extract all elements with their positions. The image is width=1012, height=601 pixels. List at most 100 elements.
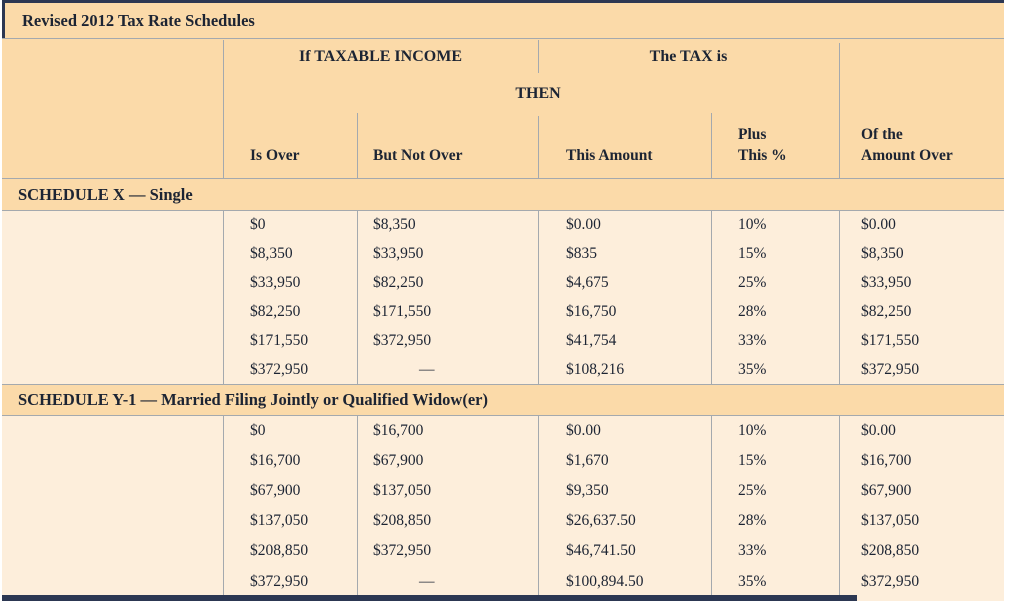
column-header-plus-line2: This % [738, 147, 787, 164]
cell-this-amount: $0.00 [566, 216, 601, 234]
column-header-plus-this-pct: Plus This % [738, 124, 787, 166]
cell-plus-pct: 28% [738, 512, 767, 530]
cell-this-amount: $108,216 [566, 360, 625, 378]
header-divider [538, 116, 539, 179]
then-label: THEN [515, 85, 561, 102]
column-divider [711, 416, 712, 601]
column-header-over-line1: Of the [861, 126, 903, 143]
header-divider [711, 113, 712, 179]
section-header-schedule-x: SCHEDULE X — Single [2, 178, 1004, 211]
column-header-plus-line1: Plus [738, 126, 767, 143]
section-header-schedule-y1: SCHEDULE Y-1 — Married Filing Jointly or… [2, 384, 1004, 416]
cell-but-not-over: — [419, 572, 435, 590]
cell-this-amount: $835 [566, 245, 597, 263]
column-divider [839, 211, 840, 384]
column-divider [538, 211, 539, 384]
table-row: $16,700 $67,900 $1,670 15% $16,700 [2, 446, 1004, 476]
cell-is-over: $0 [250, 422, 266, 440]
schedule-x-rows: $0 $8,350 $0.00 10% $0.00 $8,350 $33,950 $835 15… [2, 211, 1004, 384]
table-header: If TAXABLE INCOME The TAX is THEN Is Ove… [2, 38, 1004, 179]
cell-is-over: $33,950 [250, 274, 301, 292]
cell-plus-pct: 35% [738, 572, 767, 590]
cell-but-not-over: $8,350 [373, 216, 416, 234]
cell-amount-over: $171,550 [861, 331, 920, 349]
cell-this-amount: $1,670 [566, 452, 609, 470]
column-header-is-over: Is Over [250, 147, 300, 164]
cell-plus-pct: 33% [738, 542, 767, 560]
cell-plus-pct: 10% [738, 216, 767, 234]
cell-but-not-over: $171,550 [373, 302, 432, 320]
cell-amount-over: $16,700 [861, 452, 912, 470]
table-row: $372,950 — $108,216 35% $372,950 [2, 355, 1004, 384]
cell-this-amount: $9,350 [566, 482, 609, 500]
header-divider [357, 113, 358, 179]
cell-but-not-over: — [419, 360, 435, 378]
header-divider [839, 43, 840, 179]
column-divider [223, 211, 224, 384]
group-header-taxable-income: If TAXABLE INCOME [299, 48, 462, 65]
table-bottom-rule [2, 595, 857, 601]
cell-amount-over: $372,950 [861, 572, 920, 590]
cell-plus-pct: 15% [738, 245, 767, 263]
column-header-but-not-over: But Not Over [373, 147, 463, 164]
schedule-y1-rows: $0 $16,700 $0.00 10% $0.00 $16,700 $67,900 $1,6… [2, 416, 1004, 601]
table-row: $8,350 $33,950 $835 15% $8,350 [2, 240, 1004, 269]
cell-plus-pct: 28% [738, 302, 767, 320]
cell-is-over: $8,350 [250, 245, 293, 263]
cell-but-not-over: $67,900 [373, 452, 424, 470]
cell-this-amount: $0.00 [566, 422, 601, 440]
header-divider [538, 40, 539, 73]
cell-is-over: $137,050 [250, 512, 309, 530]
column-header-this-amount: This Amount [566, 147, 653, 164]
section-label: SCHEDULE X — Single [18, 184, 193, 204]
cell-this-amount: $46,741.50 [566, 542, 636, 560]
page-title: Revised 2012 Tax Rate Schedules [22, 10, 255, 30]
column-divider [839, 416, 840, 601]
cell-amount-over: $208,850 [861, 542, 920, 560]
cell-but-not-over: $137,050 [373, 482, 432, 500]
section-label: SCHEDULE Y-1 — Married Filing Jointly or… [18, 390, 488, 409]
cell-amount-over: $0.00 [861, 422, 896, 440]
table-row: $372,950 — $100,894.50 35% $372,950 [2, 566, 1004, 596]
cell-plus-pct: 25% [738, 482, 767, 500]
cell-but-not-over: $16,700 [373, 422, 424, 440]
cell-but-not-over: $208,850 [373, 512, 432, 530]
column-divider [711, 211, 712, 384]
cell-amount-over: $372,950 [861, 360, 920, 378]
cell-this-amount: $100,894.50 [566, 572, 644, 590]
cell-but-not-over: $82,250 [373, 274, 424, 292]
column-divider [223, 416, 224, 601]
cell-but-not-over: $372,950 [373, 331, 432, 349]
header-divider [223, 40, 224, 179]
cell-amount-over: $33,950 [861, 274, 912, 292]
table-row: $33,950 $82,250 $4,675 25% $33,950 [2, 269, 1004, 298]
cell-is-over: $208,850 [250, 542, 309, 560]
cell-is-over: $372,950 [250, 360, 309, 378]
cell-this-amount: $41,754 [566, 331, 617, 349]
cell-this-amount: $26,637.50 [566, 512, 636, 530]
cell-is-over: $0 [250, 216, 266, 234]
table-title-row: Revised 2012 Tax Rate Schedules [2, 3, 1004, 38]
cell-plus-pct: 35% [738, 360, 767, 378]
cell-but-not-over: $372,950 [373, 542, 432, 560]
cell-this-amount: $4,675 [566, 274, 609, 292]
column-header-over-line2: Amount Over [861, 147, 953, 164]
cell-this-amount: $16,750 [566, 302, 617, 320]
cell-plus-pct: 25% [738, 274, 767, 292]
table-top-rule [2, 0, 1004, 3]
cell-amount-over: $8,350 [861, 245, 904, 263]
cell-is-over: $171,550 [250, 331, 309, 349]
cell-amount-over: $137,050 [861, 512, 920, 530]
table-row: $82,250 $171,550 $16,750 28% $82,250 [2, 297, 1004, 326]
cell-is-over: $16,700 [250, 452, 301, 470]
cell-is-over: $82,250 [250, 302, 301, 320]
cell-amount-over: $67,900 [861, 482, 912, 500]
cell-is-over: $372,950 [250, 572, 309, 590]
cell-but-not-over: $33,950 [373, 245, 424, 263]
cell-plus-pct: 33% [738, 331, 767, 349]
cell-plus-pct: 10% [738, 422, 767, 440]
table-row: $0 $8,350 $0.00 10% $0.00 [2, 211, 1004, 240]
table-row: $208,850 $372,950 $46,741.50 33% $208,850 [2, 536, 1004, 566]
table-row: $137,050 $208,850 $26,637.50 28% $137,050 [2, 506, 1004, 536]
